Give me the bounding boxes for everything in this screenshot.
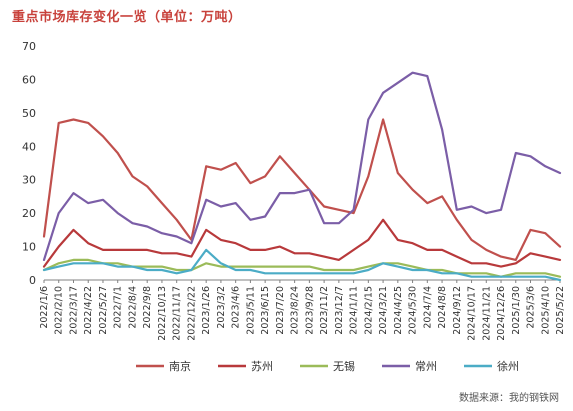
x-tick-label: 2025/1/30 [511,286,522,335]
x-tick-label: 2024/2/15 [363,286,374,335]
x-tick-label: 2024/8/8 [437,286,448,329]
data-source-note: 数据来源：我的钢铁网 [459,393,559,404]
x-tick-label: 2023/5/11 [245,286,256,335]
y-tick-label: 0 [29,274,36,287]
chart-axes: 0 10 20 30 40 50 60 70 2022/1/6 2022/2/10 2022/3/1… [22,40,566,341]
legend-label-1: 苏州 [251,360,273,373]
x-tick-label: 2023/3/2 [216,286,227,329]
legend-label-0: 南京 [169,359,191,373]
series-line-4 [42,248,562,282]
x-tick-label: 2023/11/2 [319,286,330,335]
y-tick-label: 20 [22,207,36,220]
x-tick-label: 2022/5/27 [98,286,109,335]
x-tick-label: 2022/1/6 [39,286,50,329]
x-tick-label: 2024/12/26 [496,286,507,341]
x-tick-label: 2022/8/4 [127,286,138,329]
series-line-0 [42,118,562,261]
x-tick-label: 2023/6/15 [260,286,271,335]
x-tick-label: 2025/5/22 [555,286,566,335]
x-tick-label: 2023/7/20 [275,286,286,335]
y-tick-label: 10 [22,241,36,254]
series-line-3 [42,71,562,261]
legend-label-2: 无锡 [333,359,355,373]
x-tick-label: 2024/11/21 [481,286,492,341]
x-tick-label: 2025/4/10 [540,286,551,335]
x-tick-label: 2023/1/26 [201,286,212,335]
chart-legend: 南京 苏州 无锡 常州 徐州 [136,359,519,373]
x-tick-label: 2022/7/1 [113,286,124,329]
legend-label-4: 徐州 [497,359,519,373]
y-tick-label: 50 [22,107,36,120]
x-tick-label: 2024/3/21 [378,286,389,335]
legend-label-3: 常州 [415,360,437,373]
x-tick-label: 2025/3/6 [526,286,537,329]
series-line-1 [42,218,562,268]
chart-series [42,71,562,282]
y-tick-label: 70 [22,40,36,53]
x-tick-label: 2023/12/7 [334,286,345,335]
x-tick-label: 2024/5/30 [408,286,419,335]
y-tick-label: 40 [22,140,36,153]
x-tick-label: 2024/7/4 [422,286,433,329]
x-tick-label: 2023/8/24 [290,286,301,335]
x-tick-label: 2024/10/17 [467,286,478,341]
x-tick-label: 2023/4/6 [231,286,242,329]
x-tick-label: 2022/10/13 [157,286,168,341]
x-tick-label: 2022/4/22 [83,286,94,335]
x-tick-label: 2024/1/11 [349,286,360,335]
x-tick-label: 2022/3/17 [68,286,79,335]
x-tick-label: 2024/9/12 [452,286,463,335]
x-tick-label: 2023/9/28 [304,286,315,335]
x-tick-label: 2022/9/8 [142,286,153,329]
x-tick-label: 2022/12/22 [186,286,197,341]
x-tick-label: 2022/11/17 [172,286,183,341]
y-tick-label: 30 [22,174,36,187]
y-tick-label: 60 [22,73,36,86]
chart-title: 重点市场库存变化一览（单位：万吨） [12,10,242,25]
x-tick-label: 2024/4/25 [393,286,404,335]
x-tick-label: 2022/2/10 [54,286,65,335]
